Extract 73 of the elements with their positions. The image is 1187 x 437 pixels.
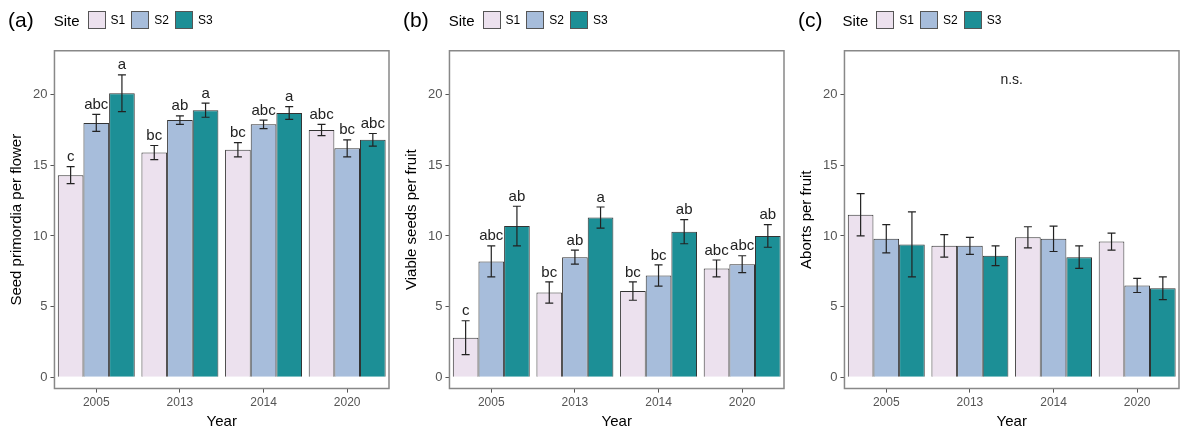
legend-title: Site <box>448 11 475 29</box>
data-label: bc <box>650 245 667 263</box>
x-tick-label: 2014 <box>645 395 673 410</box>
y-tick-label: 20 <box>822 86 838 102</box>
data-label: a <box>117 55 127 73</box>
y-tick-label: 5 <box>830 298 838 314</box>
legend-label: S3 <box>197 13 213 27</box>
x-tick-label: 2014 <box>1040 395 1068 410</box>
data-label: abc <box>251 100 277 118</box>
legend-label: S1 <box>899 13 915 27</box>
legend-label: S2 <box>154 13 169 27</box>
data-label: c <box>66 147 75 165</box>
legend-label: S2 <box>549 13 564 27</box>
chart-title: (a) <box>8 8 34 32</box>
y-tick-label: 5 <box>435 298 443 314</box>
chart-title: (b) <box>403 8 429 32</box>
x-axis-title: Year <box>601 412 632 430</box>
data-label: abc <box>730 236 755 254</box>
annotation: n.s. <box>1000 70 1024 87</box>
data-label: ab <box>675 200 693 218</box>
data-label: ab <box>171 96 189 114</box>
legend-label: S3 <box>592 13 608 27</box>
y-tick-label: 20 <box>32 86 48 102</box>
legend-label: S1 <box>505 13 521 27</box>
y-axis-title: Aborts per fruit <box>797 169 815 269</box>
y-tick-label: 0 <box>830 368 838 384</box>
x-tick-label: 2014 <box>250 395 278 410</box>
x-tick-label: 2005 <box>82 395 110 410</box>
legend-label: S2 <box>943 13 958 27</box>
data-label: bc <box>541 262 558 280</box>
x-tick-label: 2005 <box>477 395 505 410</box>
x-tick-label: 2005 <box>872 395 900 410</box>
legend-title: Site <box>53 11 80 29</box>
data-label: bc <box>146 126 163 144</box>
data-label: abc <box>704 240 730 258</box>
data-label: abc <box>309 104 335 122</box>
y-tick-label: 10 <box>427 227 443 243</box>
x-tick-label: 2013 <box>956 395 984 410</box>
legend-label: S3 <box>986 13 1002 27</box>
x-tick-label: 2020 <box>333 395 361 410</box>
data-label: bc <box>624 262 642 280</box>
data-label: abc <box>360 114 386 132</box>
y-tick-label: 15 <box>427 156 443 172</box>
legend-label: S1 <box>110 13 126 27</box>
x-tick-label: 2020 <box>1123 395 1151 410</box>
y-axis-title: Seed primordia per flower <box>7 133 25 306</box>
y-tick-label: 10 <box>32 227 48 243</box>
y-tick-label: 5 <box>40 298 48 314</box>
data-label: abc <box>479 226 504 244</box>
data-label: abc <box>84 95 109 113</box>
x-tick-label: 2020 <box>728 395 756 410</box>
y-tick-label: 0 <box>435 368 443 384</box>
data-label: a <box>596 187 606 205</box>
x-tick-label: 2013 <box>561 395 589 410</box>
data-label: bc <box>229 123 247 141</box>
chart-title: (c) <box>798 8 823 32</box>
data-label: ab <box>759 205 777 223</box>
y-axis-title: Viable seeds per fruit <box>402 148 420 291</box>
x-tick-label: 2013 <box>166 395 194 410</box>
data-label: ab <box>508 186 526 204</box>
y-tick-label: 10 <box>822 227 838 243</box>
y-tick-label: 15 <box>822 156 838 172</box>
x-axis-title: Year <box>996 412 1027 430</box>
y-tick-label: 20 <box>427 86 443 102</box>
data-label: ab <box>566 230 584 248</box>
data-label: a <box>201 83 211 101</box>
x-axis-title: Year <box>206 412 237 430</box>
data-label: bc <box>339 120 356 138</box>
data-label: c <box>461 301 470 319</box>
legend-title: Site <box>842 11 869 29</box>
y-tick-label: 0 <box>40 368 48 384</box>
y-tick-label: 15 <box>32 156 48 172</box>
data-label: a <box>285 87 295 105</box>
